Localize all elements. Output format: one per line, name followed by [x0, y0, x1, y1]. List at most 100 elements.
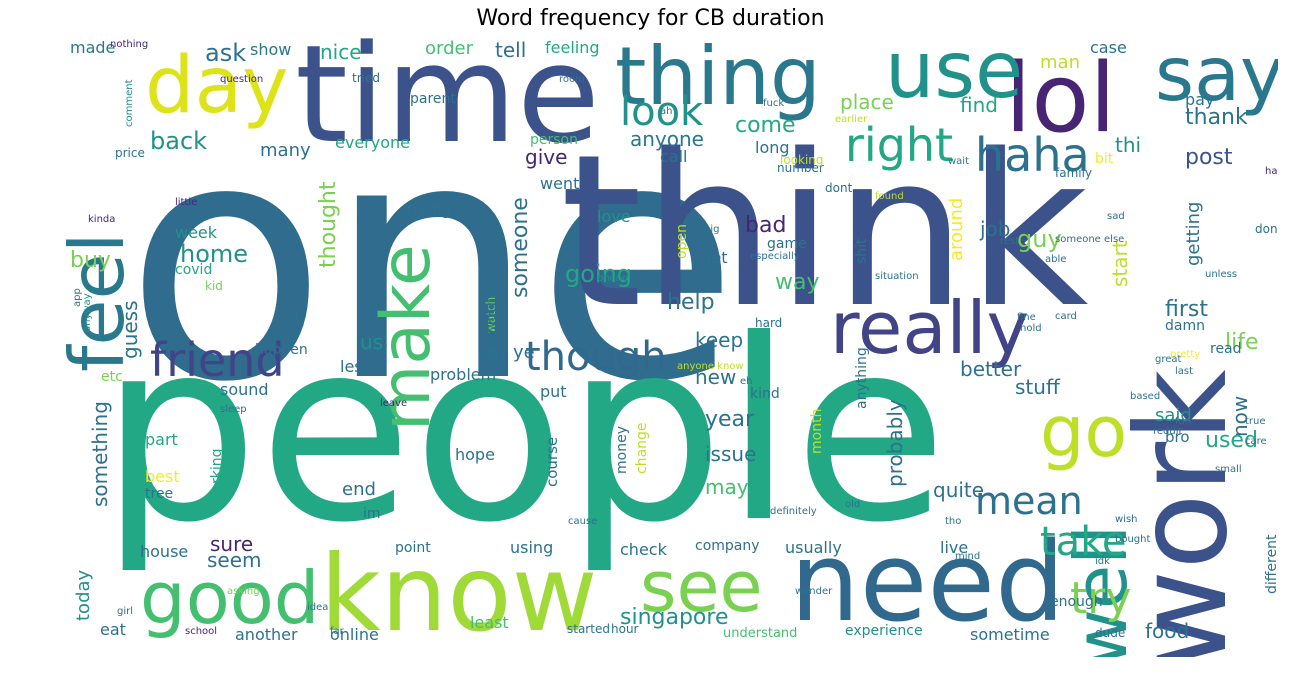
word-asking: asking	[227, 586, 260, 597]
word-company: company	[695, 538, 760, 554]
word-anyone: anyone	[630, 127, 704, 151]
word-cloud: one people think time know work need thing lol us…	[55, 37, 1278, 657]
word-app: app	[72, 288, 83, 307]
word-read: read	[1210, 341, 1242, 357]
word-dude: dude	[1095, 626, 1126, 640]
word-mean: mean	[975, 479, 1083, 523]
word-quite: quite	[933, 478, 985, 502]
word-unless: unless	[1205, 269, 1238, 280]
word-give: give	[525, 145, 568, 169]
word-idea: idea	[307, 602, 329, 613]
word-order: order	[425, 38, 473, 59]
word-need: need	[790, 518, 1065, 646]
word-made: made	[70, 38, 116, 57]
word-happen: happen	[255, 342, 308, 358]
word-another: another	[235, 625, 298, 644]
word-different: different	[1264, 534, 1278, 594]
word-someone-else: someone else	[1055, 234, 1125, 245]
word-damn: damn	[1165, 318, 1205, 334]
word-thank: thank	[1185, 105, 1248, 130]
word-around: around	[946, 197, 967, 261]
word-fine: fine	[1017, 312, 1036, 323]
word-end: end	[342, 479, 376, 500]
word-question: question	[220, 74, 264, 85]
word-day: day	[145, 41, 289, 131]
word-rest: rest	[1000, 236, 1020, 247]
word-able: able	[1045, 254, 1067, 265]
word-month: month	[809, 408, 825, 454]
word-especially: especially	[750, 251, 800, 262]
word-let: let	[707, 248, 728, 267]
word-great: great	[1155, 354, 1182, 365]
word-true: true	[1245, 416, 1266, 427]
word-getting: getting	[1183, 201, 1204, 266]
word-issue: issue	[705, 442, 757, 466]
word-sleep: sleep	[220, 404, 247, 415]
word-kinda: kinda	[88, 214, 116, 225]
word-people: people	[100, 286, 948, 577]
word-covid: covid	[175, 262, 213, 278]
word-probably: probably	[883, 399, 907, 487]
word-went: went	[540, 174, 580, 193]
word-mind: mind	[955, 551, 981, 562]
word-lol: lol	[1005, 44, 1116, 154]
word-last: last	[1175, 366, 1194, 377]
word-eat: eat	[100, 620, 126, 639]
word-good: good	[140, 556, 320, 640]
word-bro: bro	[1165, 428, 1190, 446]
word-come: come	[735, 113, 796, 138]
word-leave: leave	[380, 398, 408, 409]
word-way: way	[775, 270, 820, 295]
word-better: better	[960, 357, 1022, 381]
word-thought: thought	[316, 181, 341, 268]
word-many: many	[260, 140, 311, 161]
word-long: long	[755, 138, 790, 157]
word-used: used	[1205, 428, 1258, 453]
word-online: online	[330, 625, 379, 644]
word-school: school	[185, 626, 218, 637]
word-us: us	[360, 330, 384, 354]
word-sad: sad	[1107, 211, 1125, 222]
word-everything: everything	[484, 290, 498, 355]
word-anyway: anyway	[82, 293, 93, 332]
word-use: use	[885, 37, 1024, 116]
word-right: right	[845, 118, 954, 172]
word-course: course	[543, 436, 561, 487]
word-place: place	[840, 90, 894, 114]
word-eh: eh	[740, 376, 753, 387]
word-know: know	[320, 533, 598, 655]
word-best: best	[145, 467, 180, 486]
word-girl: girl	[117, 606, 134, 617]
word-go: go	[1040, 391, 1128, 473]
word-price: price	[115, 146, 145, 160]
word-say: say	[1155, 37, 1278, 118]
word-may: may	[705, 475, 749, 499]
word-tell: tell	[495, 38, 527, 62]
word-tree: tree	[145, 486, 174, 502]
word-one: one	[125, 70, 740, 454]
word-wait: wait	[948, 156, 970, 167]
word-least: least	[470, 613, 509, 632]
word-thing: thing	[615, 37, 821, 123]
word-less: less	[340, 357, 371, 376]
word-going: going	[565, 260, 633, 288]
word-sound: sound	[220, 380, 269, 399]
word-pretty: pretty	[1170, 349, 1201, 360]
word-kind: kind	[750, 386, 780, 402]
word-ah: ah	[660, 106, 673, 117]
word-someone: someone	[508, 197, 533, 298]
word-cause: cause	[568, 516, 598, 527]
word-guy: guy	[1017, 225, 1062, 253]
word-really: really	[830, 286, 1030, 370]
word-enough: enough	[1050, 594, 1103, 610]
word-friend: friend	[150, 333, 285, 387]
word-etc: etc	[101, 369, 123, 385]
word-old: old	[845, 499, 861, 510]
word-try: try	[1070, 573, 1132, 624]
word-guess: guess	[118, 300, 142, 359]
word-cb: cb	[287, 311, 304, 327]
word-something: something	[88, 401, 112, 507]
word-nice: nice	[320, 40, 362, 64]
word-help: help	[667, 290, 715, 315]
